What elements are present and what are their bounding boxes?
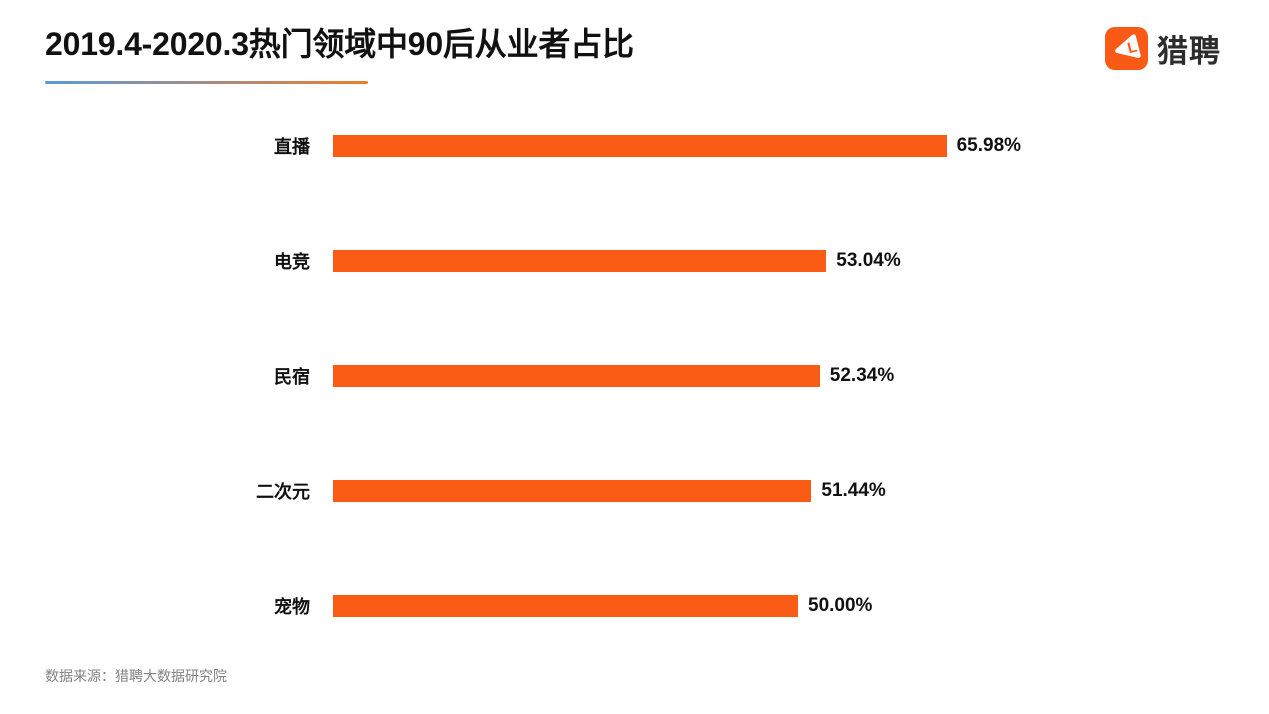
category-label: 电竞 bbox=[274, 252, 310, 272]
value-label: 53.04% bbox=[836, 250, 901, 271]
chart-row: 宠物 50.00% bbox=[45, 595, 1021, 617]
title-underline bbox=[45, 81, 368, 84]
bar bbox=[333, 480, 812, 502]
category-label: 直播 bbox=[274, 137, 310, 157]
value-label: 50.00% bbox=[808, 595, 873, 616]
value-label: 51.44% bbox=[821, 480, 886, 501]
chart-row: 二次元 51.44% bbox=[45, 480, 1021, 502]
chart-title: 2019.4-2020.3热门领域中90后从业者占比 bbox=[45, 26, 634, 62]
bar bbox=[333, 250, 827, 272]
category-label: 二次元 bbox=[256, 482, 310, 502]
svg-text:L: L bbox=[1126, 39, 1139, 58]
bar bbox=[333, 135, 947, 157]
liepin-brand-text: 猎聘 bbox=[1157, 34, 1221, 69]
chart-row: 电竞 53.04% bbox=[45, 250, 1021, 272]
bar bbox=[333, 365, 820, 387]
liepin-logo: L 猎聘 bbox=[1105, 26, 1221, 71]
bar bbox=[333, 595, 798, 617]
value-label: 65.98% bbox=[956, 135, 1022, 156]
header: 2019.4-2020.3热门领域中90后从业者占比 L 猎聘 bbox=[45, 26, 1245, 84]
data-source-note: 数据来源：猎聘大数据研究院 bbox=[45, 668, 227, 684]
value-label: 52.34% bbox=[829, 365, 895, 386]
liepin-play-l-icon: L bbox=[1105, 27, 1148, 70]
chart-row: 直播 65.98% bbox=[45, 135, 1021, 157]
category-label: 宠物 bbox=[274, 597, 310, 617]
chart-row: 民宿 52.34% bbox=[45, 365, 1021, 387]
category-label: 民宿 bbox=[274, 367, 310, 387]
bar-chart: 直播 65.98% 电竞 53.04% 民宿 52.34% 二次元 51.44%… bbox=[45, 135, 1021, 617]
